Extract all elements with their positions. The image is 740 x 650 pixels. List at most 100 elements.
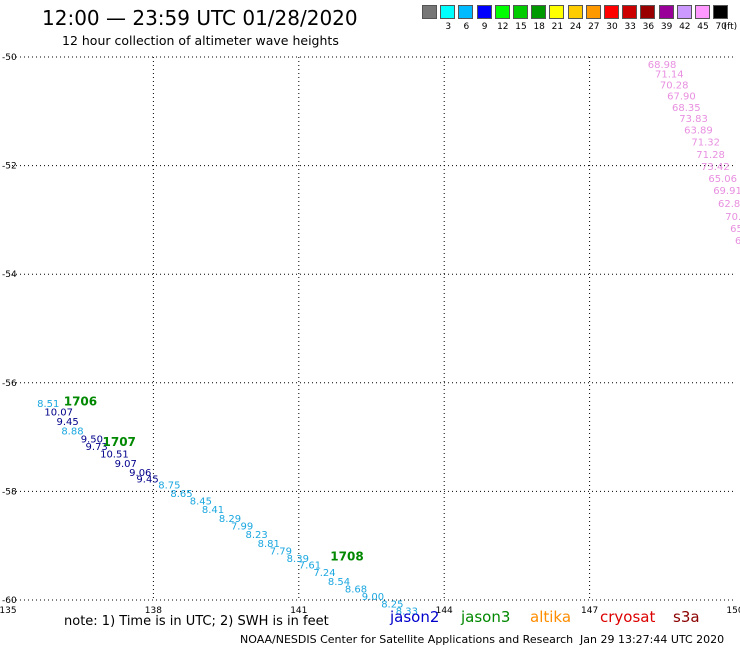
longitude-tick-label: 138: [145, 606, 162, 616]
legend-swatch: [531, 5, 547, 19]
units-note: note: 1) Time is in UTC; 2) SWH is in fe…: [64, 614, 329, 629]
wave-height-value: 10.51: [100, 450, 129, 461]
wave-height-value: 8.23: [245, 530, 267, 541]
legend-label: 12: [497, 22, 509, 32]
wave-height-value: 67.21: [735, 236, 740, 247]
legend-label: 24: [569, 22, 582, 32]
wave-height-value: 73.42: [701, 162, 730, 173]
legend-swatch: [658, 5, 674, 19]
legend-swatch: [458, 5, 474, 19]
latitude-tick-label: -58: [2, 487, 17, 497]
wave-height-value: 8.51: [37, 399, 59, 410]
satellite-altika: altika: [530, 608, 572, 626]
longitude-tick-label: 141: [290, 606, 307, 616]
legend-label: 6: [463, 22, 470, 32]
wave-height-value: 8.29: [219, 514, 241, 525]
wave-height-value: 8.88: [61, 426, 83, 437]
wave-height-value: 8.68: [345, 584, 367, 595]
legend-label: 27: [588, 22, 600, 32]
map-subtitle: 12 hour collection of altimeter wave hei…: [62, 33, 339, 48]
wave-height-value: 7.79: [270, 546, 292, 557]
legend-label: 30: [606, 22, 618, 32]
pass-time-label: 1707: [103, 435, 136, 449]
legend-swatch: [549, 5, 565, 19]
legend-label: 42: [679, 22, 691, 32]
wave-height-value: 71.28: [696, 150, 725, 161]
wave-height-value: 7.61: [299, 561, 321, 572]
wave-height-value: 65.15: [730, 224, 740, 235]
wave-height-value: 67.90: [667, 91, 696, 102]
legend-label: 9: [481, 22, 488, 32]
latitude-tick-label: -54: [2, 270, 17, 280]
legend-swatch: [567, 5, 583, 19]
satellite-jason3: jason3: [461, 608, 511, 626]
wave-height-value: 7.99: [231, 521, 253, 532]
wave-height-value: 70.28: [660, 80, 689, 91]
wave-height-value: 8.41: [202, 505, 224, 516]
legend-label: 36: [642, 22, 655, 32]
longitude-tick-label: 147: [581, 606, 598, 616]
wave-height-value: 10.07: [44, 407, 73, 418]
legend-swatch: [494, 5, 510, 19]
legend-swatch: [713, 5, 729, 19]
wave-height-value: 8.54: [328, 577, 350, 588]
legend-label: 3: [445, 22, 452, 32]
legend-swatch: [604, 5, 619, 19]
wave-height-value: 7.24: [313, 568, 335, 579]
latitude-tick-label: -52: [2, 162, 17, 172]
wave-height-value: 9.07: [115, 459, 137, 470]
pass-time-label: 1708: [330, 549, 363, 563]
wave-height-value: 9.00: [362, 592, 384, 603]
latitude-tick-label: -56: [2, 379, 17, 389]
legend-swatch: [585, 5, 601, 19]
latitude-tick-label: -60: [2, 596, 17, 606]
wave-height-value: 73.83: [679, 114, 708, 125]
wave-height-value: 63.89: [684, 126, 713, 137]
legend-swatch: [695, 5, 710, 19]
wave-height-value: 8.25: [381, 600, 403, 611]
legend-label: 21: [551, 22, 564, 32]
wave-height-value: 9.45: [136, 475, 158, 486]
legend-unit: (ft): [723, 22, 738, 32]
wave-height-value: 8.33: [396, 607, 418, 618]
wave-height-value: 8.65: [170, 489, 192, 500]
legend-swatch: [440, 5, 456, 19]
legend-swatch: [640, 5, 656, 19]
legend-label: 18: [533, 22, 545, 32]
wave-height-value: 9.06: [129, 468, 151, 479]
wave-height-value: 68.35: [672, 103, 701, 114]
longitude-tick-label: 150: [726, 606, 740, 616]
wave-height-value: 8.81: [258, 539, 280, 550]
wave-height-value: 8.75: [158, 481, 180, 492]
longitude-tick-label: 135: [0, 606, 17, 616]
satellite-jason2: jason2: [390, 608, 440, 626]
legend-label: 39: [660, 22, 673, 32]
wave-height-value: 62.86: [718, 199, 740, 210]
wave-height-value: 9.73: [86, 442, 108, 453]
legend-swatch: [476, 5, 492, 19]
timestamp-text: Jan 29 13:27:44 UTC 2020: [580, 633, 725, 646]
wave-height-value: 9.45: [56, 417, 78, 428]
wave-height-value: 65.06: [708, 174, 737, 185]
wave-height-value: 9.50: [81, 435, 103, 446]
legend-swatch: [622, 5, 638, 19]
legend-swatch: [676, 5, 692, 19]
wave-height-value: 71.32: [691, 138, 720, 149]
satellite-s3a: s3a: [673, 608, 700, 626]
wave-height-value: 8.39: [287, 554, 309, 565]
wave-height-value: 68.98: [648, 60, 677, 71]
legend-label: 45: [697, 22, 709, 32]
longitude-tick-label: 144: [436, 606, 453, 616]
legend-label: 15: [515, 22, 527, 32]
wave-height-value: 70.47: [725, 212, 740, 223]
wave-height-value: 71.14: [655, 70, 684, 81]
legend-label: 70: [715, 22, 727, 32]
pass-time-label: 1706: [64, 395, 97, 409]
wave-height-value: 8.45: [190, 496, 212, 507]
legend-swatch: [513, 5, 528, 19]
latitude-tick-label: -50: [2, 53, 17, 63]
wave-height-value: 69.91: [713, 186, 740, 197]
legend-swatch: [422, 5, 437, 19]
credit-text: NOAA/NESDIS Center for Satellite Applica…: [240, 633, 574, 646]
